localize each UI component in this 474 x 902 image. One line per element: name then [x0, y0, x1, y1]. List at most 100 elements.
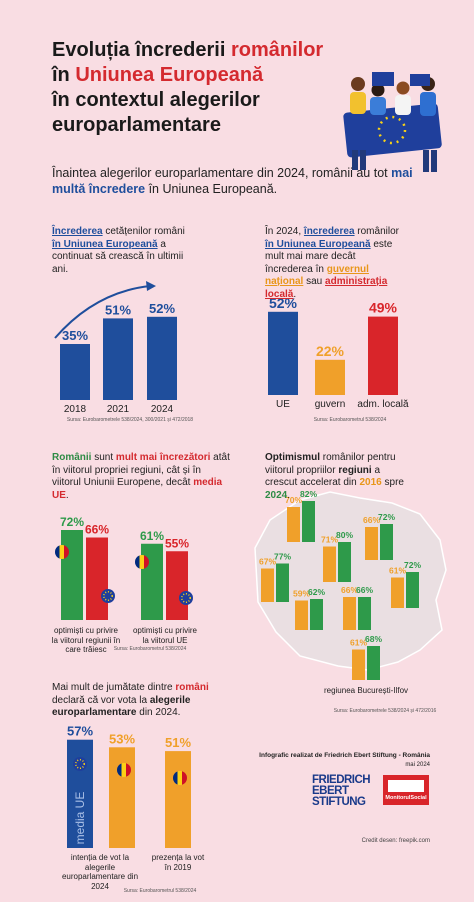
panel-text: În 2024, încrederea românilor în Uniunea… [265, 226, 405, 301]
credit-made-by: Infografic realizat de Friedrich Ebert S… [259, 752, 430, 759]
bar [165, 751, 191, 848]
text-part: . [293, 288, 297, 300]
value-label: 62% [308, 587, 325, 597]
value-label: 72% [404, 560, 421, 570]
category-label: adm. locală [357, 399, 409, 410]
value-label: 80% [336, 530, 353, 540]
intro-part: mai multă încredere [52, 166, 413, 196]
category-label: 2024 [150, 404, 174, 415]
intro-part: în Uniunea Europeană. [145, 182, 278, 196]
bar [141, 543, 163, 620]
bar [261, 568, 274, 602]
bar [103, 318, 133, 400]
credit-drawing: Credit desen: freepik.com [361, 838, 430, 844]
text-part: 2024 [265, 489, 288, 501]
category-label: prezența la vot în 2019 [151, 853, 205, 872]
value-label: 72% [60, 515, 84, 529]
bar [391, 577, 404, 608]
flag-stars [181, 593, 191, 603]
bar [295, 600, 308, 630]
logo-fes: FRIEDRICH EBERT STIFTUNG [312, 774, 371, 808]
title: Evoluția încrederii românilor în Uniunea … [52, 38, 337, 138]
text-part: Optimismul [265, 452, 321, 463]
panel-text: Mai mult de jumătate dintre români decla… [52, 682, 232, 720]
flag-icon [117, 763, 131, 777]
flag-icon [55, 545, 69, 559]
bar [338, 542, 351, 582]
bar [86, 537, 108, 620]
category-label: optimiști cu privire la viitorul UE [132, 626, 197, 645]
bar [406, 572, 419, 608]
title-part: Evoluția încrederii [52, 39, 231, 61]
value-label: 51% [105, 302, 131, 317]
text-part: Mai mult de jumătate dintre [52, 682, 176, 693]
logo-box-inner [388, 780, 424, 792]
text-part: spre [381, 477, 404, 488]
title-part: românilor [230, 39, 324, 61]
credit-date: mai 2024 [405, 762, 430, 768]
value-label: 35% [62, 328, 88, 343]
category-label: regiunea București-Ilfov [323, 686, 409, 695]
text-part: românilor pentru viitorul propriilor [265, 452, 396, 476]
text-part: . [287, 489, 291, 501]
value-label: 59% [293, 589, 310, 599]
text-part: . [65, 489, 69, 501]
category-label: optimiști cu privire la viitorul regiuni… [51, 626, 121, 654]
text-part: Încrederea [52, 226, 103, 237]
text-part: cetățenilor români [102, 226, 185, 237]
category-label: 2018 [63, 404, 87, 415]
title-part: în [52, 64, 76, 86]
text-part: regiuni [338, 464, 372, 476]
value-label: 72% [378, 512, 395, 522]
flag-stars [103, 591, 113, 601]
value-label: 66% [85, 523, 109, 537]
category-label: guvern [314, 399, 346, 410]
value-label: 55% [165, 536, 189, 550]
logo-line: FRIEDRICH [312, 774, 371, 786]
bar [365, 527, 378, 560]
value-label: 52% [269, 295, 298, 311]
text-part: atât în viitorul propriei regiuni, cât ș… [52, 452, 230, 488]
panel-text: Românii sunt mult mai încrezători atât î… [52, 452, 232, 502]
bar [352, 649, 365, 680]
source-note: Sursa: Eurobarometrul 538/2024 [124, 888, 197, 894]
category-label: intenția de vot la alegerile europarlame… [61, 853, 139, 891]
text-part: sau [303, 276, 326, 287]
bar [61, 530, 83, 620]
value-label: 57% [67, 724, 93, 739]
trend-arrowhead [146, 281, 156, 291]
flag-stars [75, 759, 85, 769]
text-part: În 2024, [265, 226, 304, 237]
bar [268, 311, 298, 395]
value-label: 68% [365, 634, 382, 644]
source-note: Sursa: Eurobarometrele 538/2024 și 472/2… [334, 708, 437, 714]
intro-part: Înaintea alegerilor europarlamentare din… [52, 166, 392, 180]
bar [276, 563, 289, 602]
intro: Înaintea alegerilor europarlamentare din… [52, 165, 422, 197]
bar [147, 316, 177, 400]
text-part: din 2024. [136, 707, 181, 718]
text-part: a crescut accelerat din [265, 464, 381, 489]
source-note: Sursa: Eurobarometrul 538/2024 [114, 646, 187, 652]
text-part: în Uniunea Europeană [265, 238, 371, 250]
value-label: 66% [363, 515, 380, 525]
value-label: 71% [321, 535, 338, 545]
value-label: 70% [285, 495, 302, 505]
flag-icon [135, 555, 149, 569]
bar [368, 316, 398, 395]
bar [343, 597, 356, 630]
bar [367, 646, 380, 680]
value-label: 61% [389, 566, 406, 576]
logo-line: STIFTUNG [312, 796, 366, 808]
text-part: românilor [354, 226, 399, 237]
illustration [343, 72, 442, 172]
text-part: declară că vor vota la [52, 694, 150, 706]
category-label: UE [276, 399, 290, 410]
bar [287, 507, 300, 542]
value-label: 52% [149, 301, 175, 316]
value-label: 66% [356, 585, 373, 595]
value-label: 77% [274, 552, 291, 562]
value-label: 66% [341, 585, 358, 595]
